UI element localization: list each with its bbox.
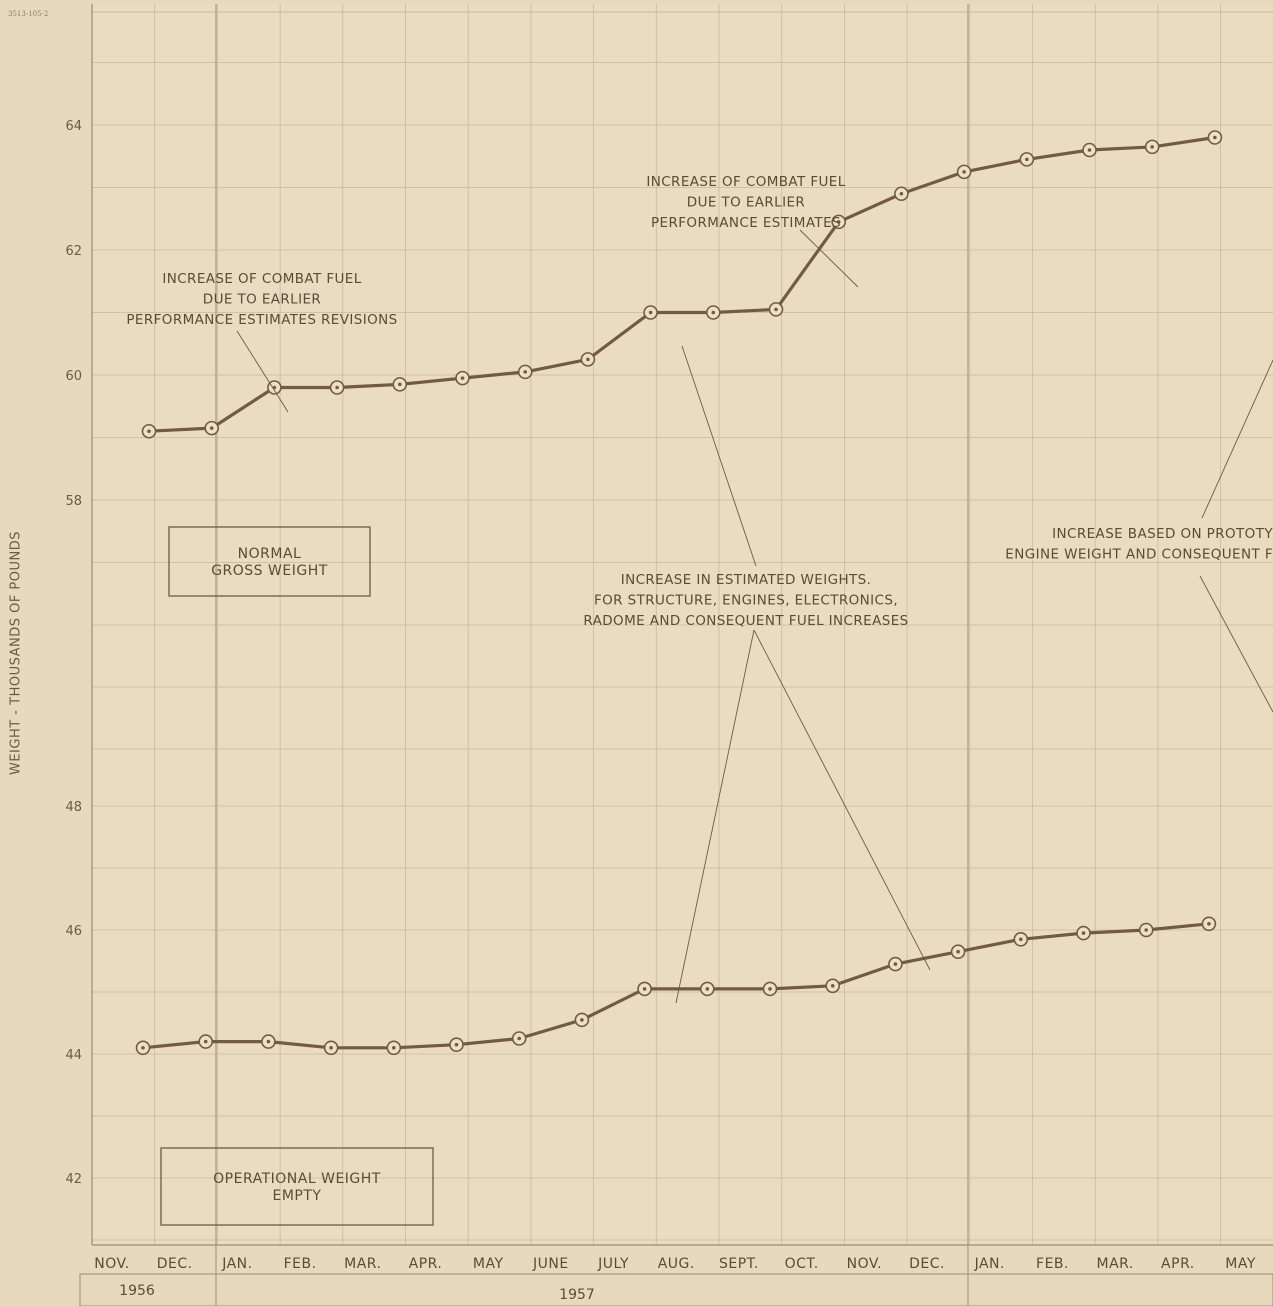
y-tick-label: 60 bbox=[65, 369, 82, 384]
data-point-center bbox=[454, 1042, 459, 1047]
x-tick-label-month: DEC. bbox=[157, 1256, 193, 1272]
data-point-center bbox=[705, 987, 710, 991]
plot-area bbox=[92, 4, 1273, 1245]
x-tick-label-month: FEB. bbox=[284, 1256, 317, 1272]
x-tick-label-month: SEPT. bbox=[719, 1256, 759, 1272]
annotation-text: PERFORMANCE ESTIMATES bbox=[651, 215, 841, 231]
legend-box bbox=[160, 1147, 434, 1226]
y-tick-label: 46 bbox=[65, 924, 82, 939]
annotation-leader bbox=[799, 229, 859, 288]
annotation-text: FOR STRUCTURE, ENGINES, ELECTRONICS, bbox=[594, 593, 898, 609]
annotation-leader bbox=[675, 629, 755, 1004]
x-tick-label-month: JUNE bbox=[532, 1256, 569, 1272]
annotation-text: ENGINE WEIGHT AND CONSEQUENT F bbox=[1005, 547, 1273, 563]
data-point-center bbox=[209, 426, 214, 430]
data-point-center bbox=[1019, 937, 1023, 942]
x-tick-label-month: MAR. bbox=[344, 1256, 381, 1272]
annotation-text: DUE TO EARLIER bbox=[203, 292, 321, 308]
annotation-text: PERFORMANCE ESTIMATES REVISIONS bbox=[126, 312, 397, 328]
annotation-leader bbox=[1201, 359, 1273, 519]
x-tick-label-month: JAN. bbox=[221, 1256, 252, 1272]
x-tick-label-month: APR. bbox=[409, 1256, 443, 1272]
annotation-text: INCREASE OF COMBAT FUEL bbox=[646, 174, 845, 190]
y-tick-label: 44 bbox=[65, 1048, 82, 1063]
data-point-center bbox=[648, 310, 653, 315]
legend-box bbox=[168, 526, 371, 597]
y-tick-label: 64 bbox=[65, 119, 82, 134]
data-point-center bbox=[711, 310, 716, 315]
year-label: 1956 bbox=[119, 1283, 155, 1299]
annotation-text: RADOME AND CONSEQUENT FUEL INCREASES bbox=[583, 613, 908, 629]
x-tick-label-month: JAN. bbox=[974, 1256, 1005, 1272]
data-point-center bbox=[141, 1046, 145, 1050]
data-point-center bbox=[1144, 928, 1148, 932]
annotation-leader bbox=[236, 330, 289, 413]
data-point-center bbox=[899, 191, 904, 196]
legend-label: OPERATIONAL WEIGHT bbox=[213, 1171, 381, 1187]
data-point-center bbox=[329, 1046, 333, 1050]
annotation-text: DUE TO EARLIER bbox=[687, 195, 805, 211]
x-tick-label-month: NOV. bbox=[847, 1256, 882, 1272]
data-point-center bbox=[523, 370, 527, 374]
year-label: 1957 bbox=[559, 1287, 595, 1303]
data-point-center bbox=[147, 429, 151, 434]
data-point-center bbox=[768, 987, 772, 991]
data-point-center bbox=[1081, 931, 1086, 935]
legend-label: GROSS WEIGHT bbox=[211, 563, 328, 579]
data-point-center bbox=[774, 307, 778, 312]
x-tick-label-month: MAY bbox=[1225, 1256, 1256, 1272]
data-point-center bbox=[1207, 922, 1211, 926]
annotation-leader bbox=[681, 345, 757, 567]
data-point-center bbox=[586, 357, 590, 362]
data-point-center bbox=[1150, 145, 1154, 149]
legend-label: EMPTY bbox=[273, 1188, 322, 1204]
year-band bbox=[79, 1273, 1273, 1306]
y-tick-label: 42 bbox=[65, 1172, 82, 1187]
data-point-center bbox=[517, 1036, 521, 1041]
data-point-center bbox=[203, 1039, 208, 1044]
data-point-center bbox=[392, 1046, 396, 1050]
annotation-leader bbox=[753, 629, 931, 971]
x-tick-label-month: AUG. bbox=[658, 1256, 695, 1272]
data-point-center bbox=[266, 1039, 271, 1044]
data-point-center bbox=[1087, 148, 1092, 152]
data-point-center bbox=[830, 984, 835, 988]
x-tick-label-month: DEC. bbox=[909, 1256, 945, 1272]
series-line bbox=[148, 135, 1216, 433]
data-point-center bbox=[642, 987, 647, 991]
x-tick-label-month: FEB. bbox=[1036, 1256, 1069, 1272]
annotation-text: INCREASE OF COMBAT FUEL bbox=[162, 271, 361, 287]
x-tick-label-month: MAY bbox=[473, 1256, 504, 1272]
data-point-center bbox=[956, 949, 960, 954]
y-tick-label: 62 bbox=[65, 244, 82, 259]
data-point-center bbox=[836, 220, 841, 224]
x-tick-label-month: MAR. bbox=[1097, 1256, 1134, 1272]
annotation-text: INCREASE IN ESTIMATED WEIGHTS. bbox=[621, 572, 872, 588]
annotation-text: INCREASE BASED ON PROTOTY bbox=[1052, 526, 1273, 542]
data-point-center bbox=[962, 170, 966, 174]
data-point-center bbox=[1025, 157, 1029, 162]
x-tick-label-month: JULY bbox=[597, 1256, 629, 1272]
data-point-center bbox=[398, 382, 402, 387]
legend-label: NORMAL bbox=[238, 546, 302, 562]
data-point-center bbox=[335, 385, 339, 390]
data-point-center bbox=[1213, 135, 1217, 140]
data-point-center bbox=[893, 962, 898, 966]
y-tick-label: 48 bbox=[65, 800, 82, 815]
series-line bbox=[142, 922, 1210, 1050]
document-reference: 3513-105-2 bbox=[8, 10, 49, 18]
x-tick-label-month: APR. bbox=[1161, 1256, 1195, 1272]
x-tick-label-month: OCT. bbox=[785, 1256, 819, 1272]
x-tick-label-month: NOV. bbox=[94, 1256, 129, 1272]
y-tick-label: 58 bbox=[65, 494, 82, 509]
data-point-center bbox=[580, 1018, 584, 1022]
annotation-leader bbox=[1199, 575, 1273, 713]
data-point-center bbox=[460, 376, 465, 380]
